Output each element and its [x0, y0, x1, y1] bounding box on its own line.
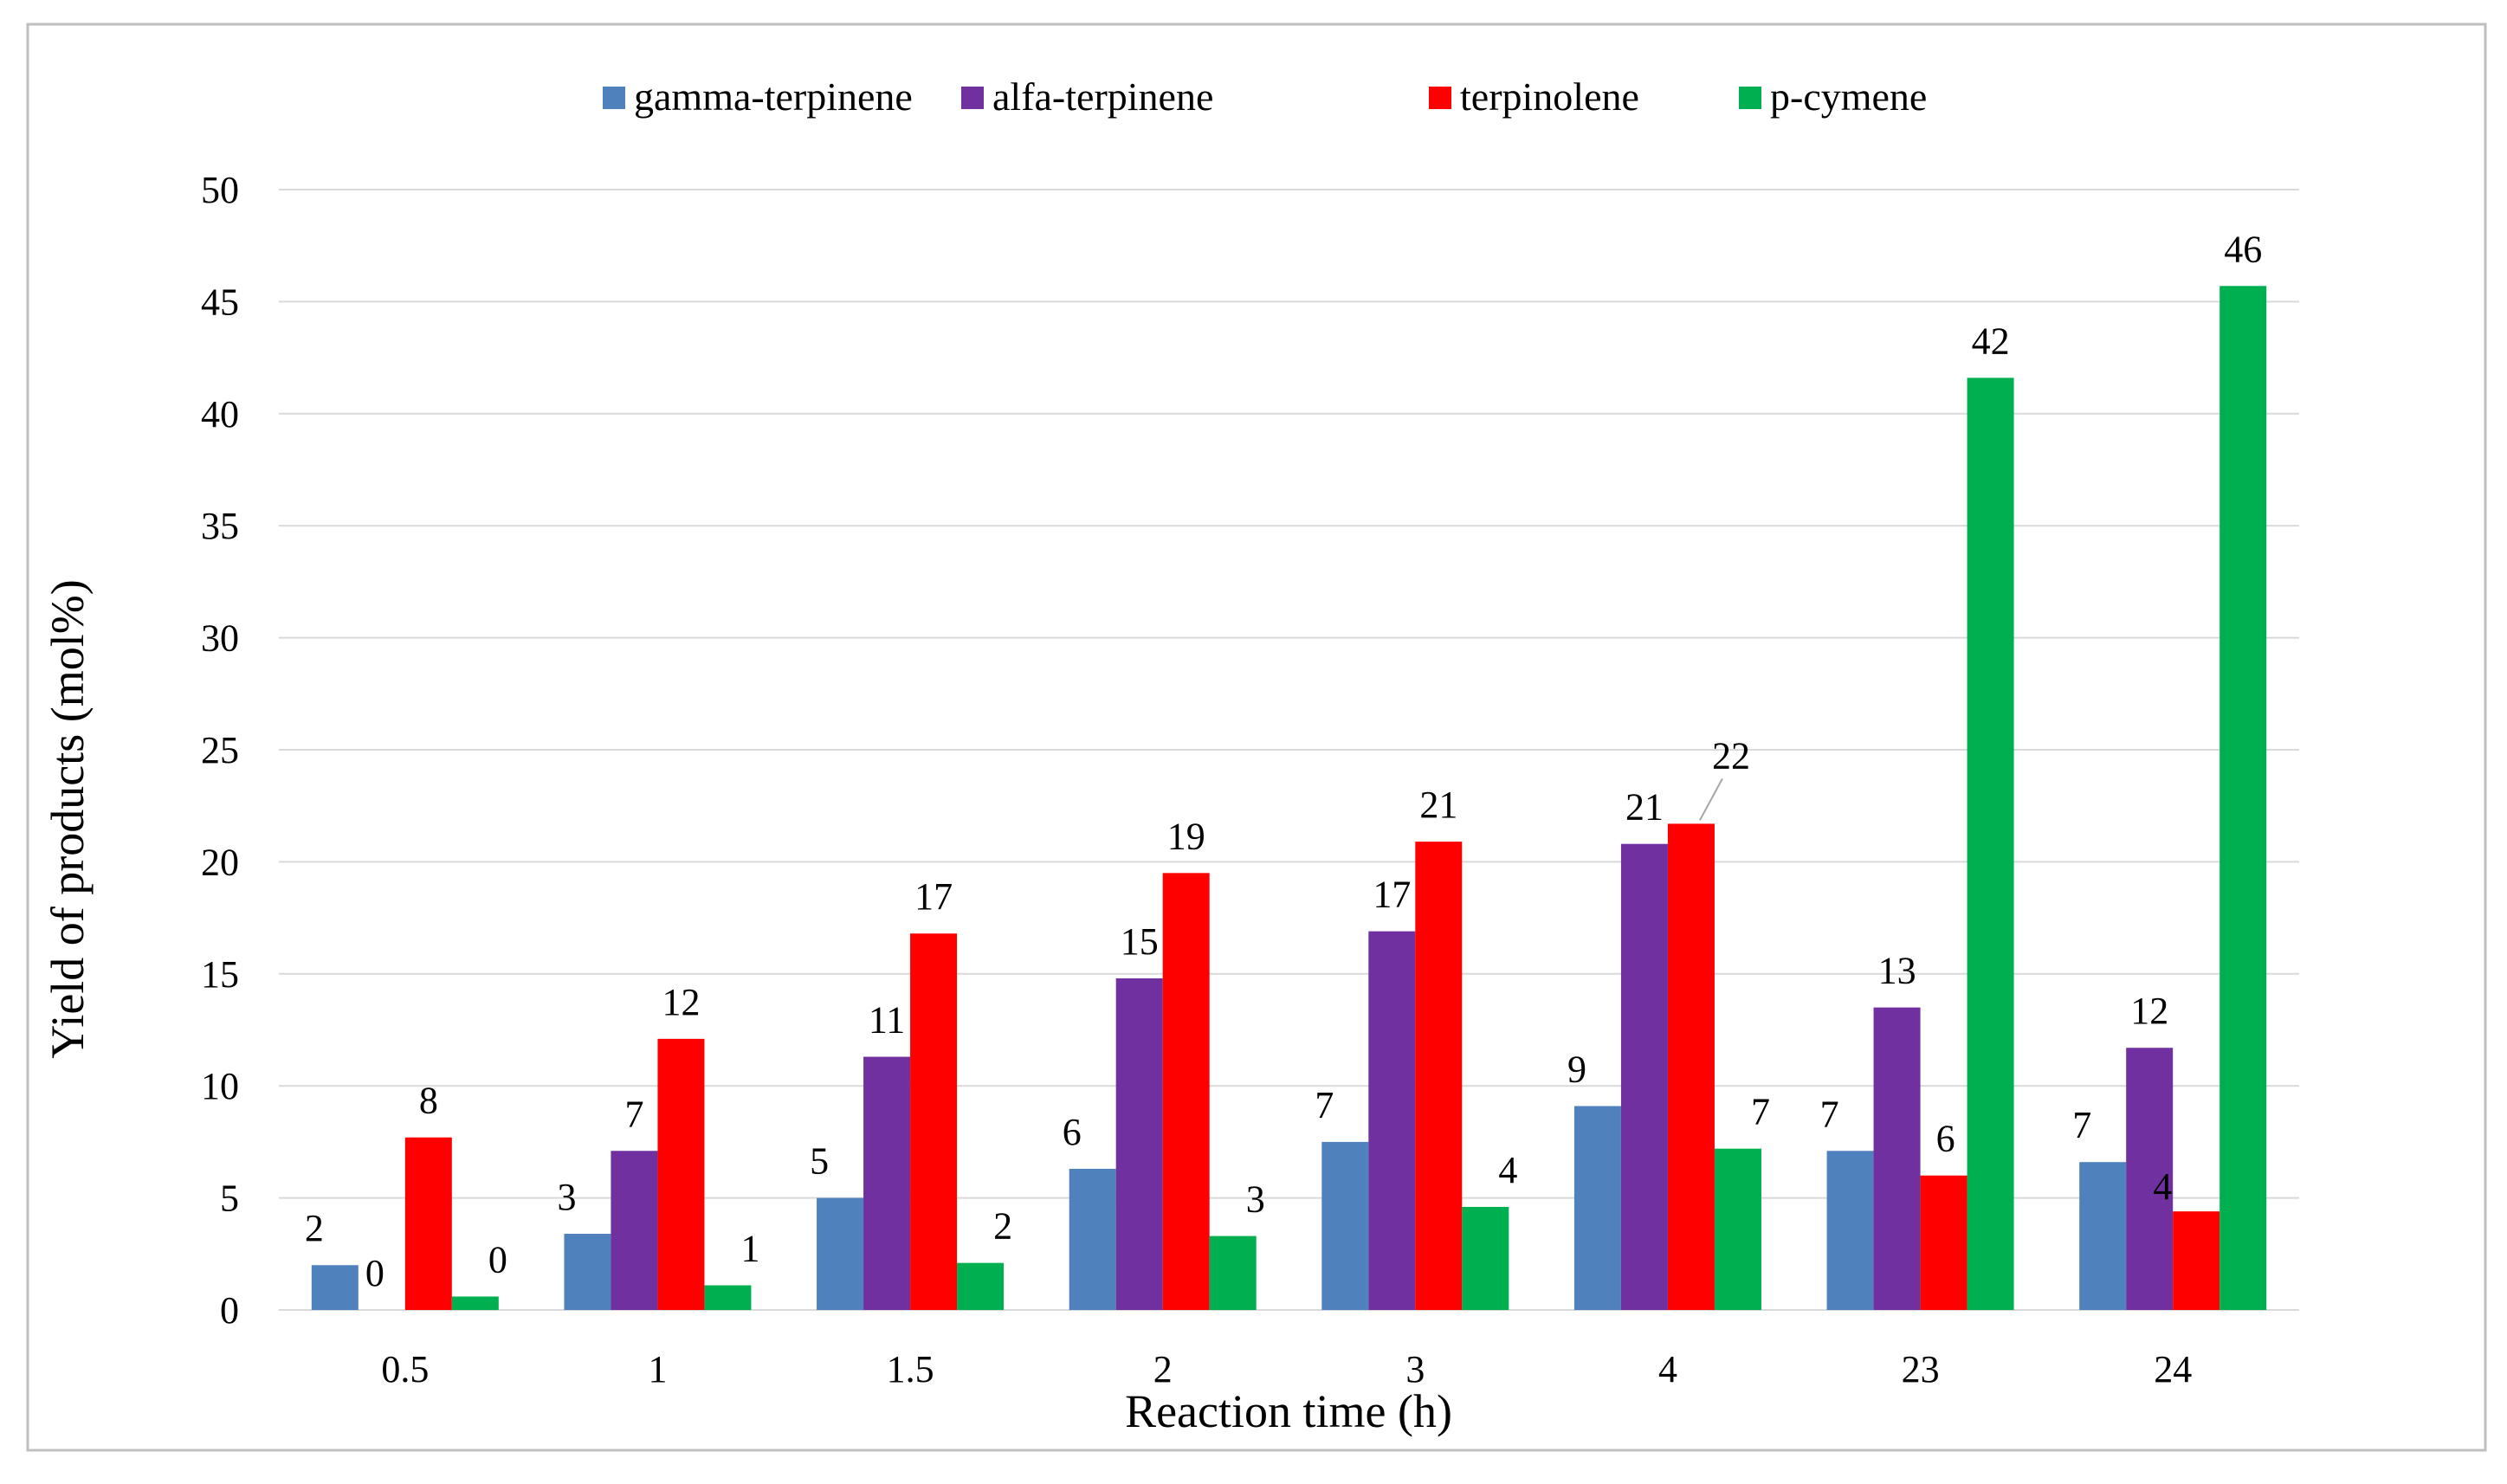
data-label-alfa-terpinene: 15 [1121, 920, 1159, 963]
bar-terpinolene [1667, 823, 1715, 1310]
bar-terpinolene [1162, 873, 1210, 1310]
data-label-alfa-terpinene: 11 [869, 999, 905, 1042]
x-tick-label: 3 [1405, 1348, 1425, 1390]
bar-gamma-terpinene [1573, 1106, 1621, 1310]
data-label-terpinolene: 21 [1419, 784, 1457, 826]
bar-gamma-terpinene [817, 1197, 864, 1310]
x-tick-label: 4 [1658, 1348, 1677, 1390]
data-label-alfa-terpinene: 0 [365, 1252, 384, 1294]
legend-label-p-cymene: p-cymene [1770, 74, 1927, 119]
legend-label-alfa-terpinene: alfa-terpinene [992, 74, 1213, 119]
bar-gamma-terpinene [1321, 1141, 1369, 1310]
y-tick-label: 10 [201, 1065, 239, 1107]
bar-alfa-terpinene [611, 1151, 658, 1310]
bar-terpinolene [1415, 842, 1463, 1310]
y-tick-label: 45 [201, 281, 239, 323]
bar-p-cymene [1967, 377, 2014, 1311]
y-tick-label: 20 [201, 841, 239, 883]
x-axis-ticks: 0.5 1 1.5 2 3 4 23 24 [381, 1348, 2192, 1390]
data-label-p-cymene: 42 [1972, 319, 2010, 362]
y-tick-label: 25 [201, 729, 239, 771]
data-label-terpinolene: 8 [419, 1080, 438, 1122]
legend-swatch-p-cymene [1739, 87, 1761, 109]
bar-p-cymene [1209, 1236, 1257, 1310]
bar-terpinolene [1920, 1175, 1967, 1310]
data-label-p-cymene: 4 [1498, 1149, 1517, 1191]
bar-alfa-terpinene [1620, 843, 1668, 1310]
y-tick-label: 5 [220, 1178, 239, 1220]
label-leader-line [1699, 777, 1723, 821]
data-label-p-cymene: 1 [740, 1228, 759, 1270]
data-label-alfa-terpinene: 21 [1625, 786, 1664, 829]
y-tick-label: 50 [201, 169, 239, 211]
data-label-terpinolene: 22 [1712, 734, 1750, 777]
data-label-alfa-terpinene: 13 [1878, 950, 1916, 992]
data-label-p-cymene: 2 [993, 1205, 1012, 1248]
x-tick-label: 23 [1902, 1348, 1940, 1390]
data-label-p-cymene: 0 [488, 1238, 507, 1281]
legend: gamma-terpinene alfa-terpinene terpinolene… [603, 74, 1927, 119]
x-tick-label: 24 [2154, 1348, 2192, 1390]
bar-terpinolene [2173, 1211, 2220, 1310]
bar-gamma-terpinene [311, 1265, 359, 1310]
data-label-alfa-terpinene: 7 [624, 1093, 643, 1135]
bar-gamma-terpinene [2079, 1162, 2127, 1310]
data-label-gamma-terpinene: 7 [1820, 1093, 1839, 1135]
legend-label-terpinolene: terpinolene [1460, 74, 1639, 119]
data-label-gamma-terpinene: 9 [1567, 1048, 1586, 1090]
data-label-gamma-terpinene: 3 [557, 1176, 576, 1218]
x-axis-title: Reaction time (h) [1125, 1385, 1452, 1437]
data-label-p-cymene: 46 [2224, 228, 2262, 270]
data-label-gamma-terpinene: 7 [2072, 1104, 2091, 1146]
bar-alfa-terpinene [1873, 1007, 1921, 1310]
bar-gamma-terpinene [1826, 1151, 1874, 1310]
y-tick-label: 35 [201, 505, 239, 547]
bar-alfa-terpinene [1368, 931, 1416, 1310]
bar-terpinolene [910, 933, 958, 1310]
y-tick-label: 40 [201, 393, 239, 436]
data-label-alfa-terpinene: 12 [2130, 990, 2168, 1032]
bar-p-cymene [957, 1262, 1005, 1310]
bar-gamma-terpinene [564, 1234, 611, 1310]
x-tick-label: 0.5 [381, 1348, 429, 1390]
y-axis-ticks: 0 5 10 15 20 25 30 35 40 45 50 [201, 169, 239, 1332]
x-tick-label: 1.5 [887, 1348, 934, 1390]
data-label-terpinolene: 17 [914, 875, 953, 918]
bar-p-cymene [1714, 1148, 1761, 1310]
data-label-gamma-terpinene: 6 [1063, 1111, 1082, 1153]
data-label-terpinolene: 4 [2153, 1165, 2172, 1208]
data-label-alfa-terpinene: 17 [1373, 874, 1411, 916]
bar-terpinolene [657, 1038, 705, 1310]
legend-swatch-alfa-terpinene [961, 87, 984, 109]
data-label-p-cymene: 3 [1246, 1178, 1265, 1221]
bar-p-cymene [451, 1296, 499, 1310]
data-label-terpinolene: 12 [662, 981, 700, 1023]
data-label-terpinolene: 6 [1936, 1118, 1955, 1160]
legend-swatch-terpinolene [1429, 87, 1451, 109]
y-axis-title: Yield of products (mol%) [42, 579, 94, 1058]
legend-label-gamma-terpinene: gamma-terpinene [634, 74, 913, 119]
bar-p-cymene [2219, 286, 2267, 1311]
x-tick-label: 2 [1153, 1348, 1173, 1390]
bars [311, 286, 2267, 1311]
data-label-gamma-terpinene: 2 [305, 1207, 324, 1249]
data-label-terpinolene: 19 [1167, 815, 1205, 857]
bar-p-cymene [1462, 1206, 1509, 1310]
y-tick-label: 30 [201, 617, 239, 660]
bar-alfa-terpinene [1115, 978, 1163, 1310]
bar-terpinolene [404, 1137, 452, 1310]
bar-gamma-terpinene [1069, 1168, 1116, 1310]
bar-p-cymene [704, 1285, 752, 1310]
legend-swatch-gamma-terpinene [603, 87, 625, 109]
data-label-p-cymene: 7 [1751, 1091, 1770, 1133]
bar-alfa-terpinene [2126, 1048, 2174, 1310]
x-tick-label: 1 [648, 1348, 667, 1390]
bar-alfa-terpinene [863, 1056, 911, 1310]
data-label-gamma-terpinene: 5 [810, 1140, 829, 1183]
data-label-gamma-terpinene: 7 [1315, 1084, 1334, 1126]
y-tick-label: 0 [220, 1289, 239, 1332]
y-tick-label: 15 [201, 953, 239, 996]
